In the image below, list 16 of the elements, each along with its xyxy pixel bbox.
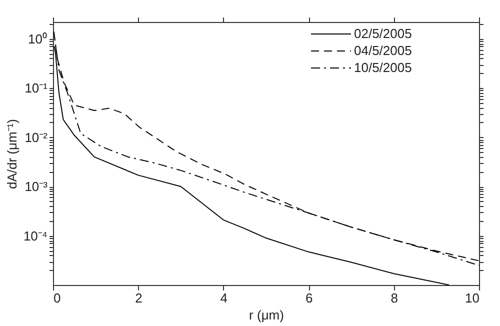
y-tick-label: 10⁻² [24,130,48,145]
x-tick-label: 10 [465,290,480,306]
x-tick-label: 0 [54,290,61,306]
y-tick-label: 10⁰ [28,31,48,46]
y-axis-title: dA/dr (μm⁻¹) [4,119,20,189]
y-tick-label: 10⁻⁴ [23,228,48,244]
y-tick-label: 10⁻¹ [24,80,48,96]
x-tick-label: 2 [135,290,142,306]
legend-label: 10/5/2005 [354,60,412,75]
x-tick-label: 4 [220,290,228,306]
x-tick-label: 6 [305,290,313,306]
x-axis-title: r (μm) [249,308,284,322]
legend-label: 04/5/2005 [354,43,412,58]
x-tick-label: 8 [390,290,398,306]
y-tick-label: 10⁻³ [24,179,48,194]
legend-label: 02/5/2005 [354,26,412,41]
